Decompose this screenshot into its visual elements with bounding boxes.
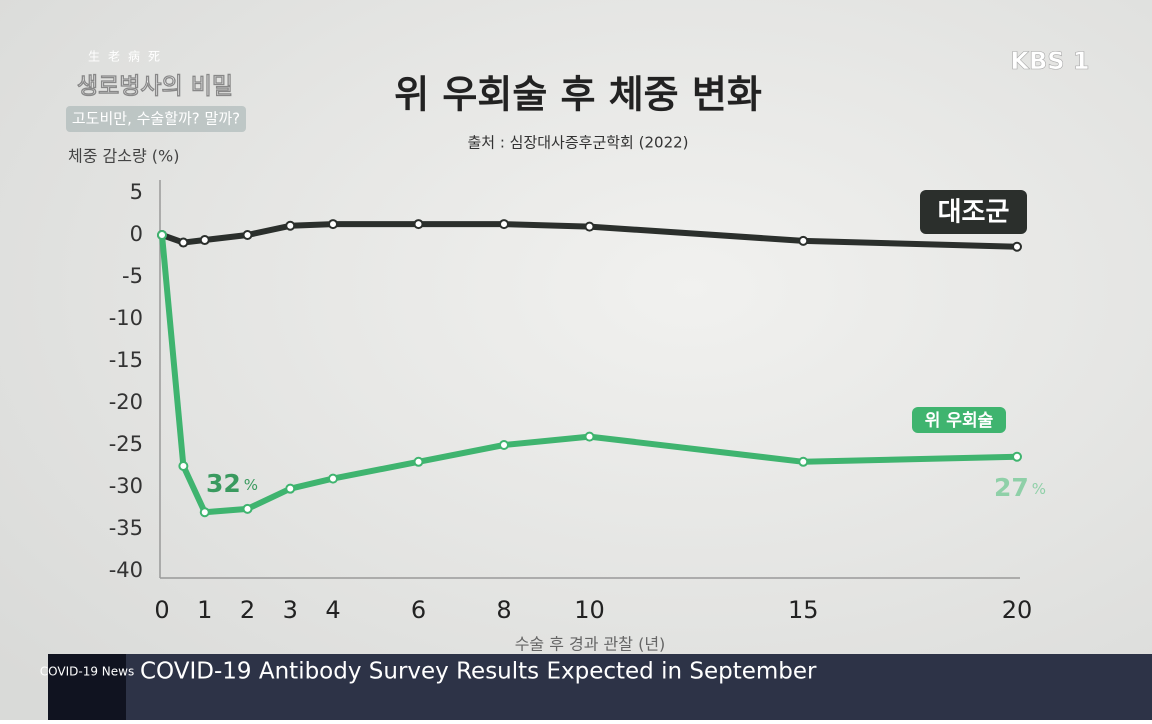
x-tick-label: 1 (197, 596, 212, 624)
annotation: 27% (994, 473, 1046, 502)
chart-subtitle: 출처 : 심장대사증후군학회 (2022) (467, 134, 688, 152)
annotation-value: 27 (994, 473, 1029, 502)
x-tick-label: 2 (240, 596, 255, 624)
marker (328, 473, 338, 484)
marker (242, 230, 253, 240)
marker (178, 461, 189, 471)
marker (328, 219, 338, 230)
marker (499, 440, 509, 450)
x-tick-label: 6 (411, 596, 426, 624)
ticker-headline: COVID-19 Antibody Survey Results Expecte… (140, 659, 817, 685)
x-tick-label: 3 (283, 596, 298, 624)
y-tick-label: -20 (109, 390, 143, 414)
marker (584, 221, 595, 232)
logo: KBS 1 (1010, 47, 1089, 75)
y-tick-label: -25 (109, 432, 143, 456)
legend-box (920, 190, 1027, 234)
ticker-tag-box (48, 654, 126, 720)
marker (199, 235, 210, 246)
marker (285, 220, 296, 231)
ticker-bar (48, 654, 1152, 720)
x-tick-label: 0 (154, 596, 169, 624)
y-tick-label: -40 (109, 558, 143, 582)
episode: 고도비만, 수술할까? 말까? (72, 110, 240, 128)
marker (413, 219, 424, 230)
x-tick-label: 15 (788, 596, 819, 624)
marker (499, 219, 509, 230)
x-tick-label: 4 (325, 596, 340, 624)
annotation-unit: % (244, 476, 258, 494)
marker (242, 503, 253, 514)
marker (413, 456, 424, 467)
y-tick-label: -15 (109, 348, 143, 372)
legend-label: 위 우회술 (925, 411, 994, 431)
y-tick-label: -30 (109, 474, 143, 498)
marker (178, 237, 189, 248)
marker (798, 235, 809, 246)
ticker-tag: COVID-19 News (40, 665, 134, 679)
y-axis-label: 체중 감소량 (%) (68, 147, 179, 166)
marker (584, 431, 595, 442)
marker (798, 456, 809, 467)
marker (285, 483, 296, 494)
y-tick-label: 5 (130, 180, 143, 204)
x-tick-label: 10 (574, 596, 605, 624)
chart-title: 위 우회술 후 체중 변화 (394, 73, 762, 117)
annotation-unit: % (1032, 480, 1046, 498)
x-tick-label: 8 (496, 596, 511, 624)
y-tick-label: -10 (109, 306, 143, 330)
marker (1012, 451, 1022, 462)
annotation-value: 32 (206, 469, 241, 498)
program-name: 생로병사의 비밀 (77, 74, 233, 100)
marker (157, 230, 167, 240)
x-tick-label: 20 (1002, 596, 1033, 624)
y-tick-label: -35 (109, 516, 143, 540)
legend-box (912, 407, 1006, 433)
annotation: 32% (206, 469, 258, 498)
marker (1012, 241, 1022, 252)
episode-box (66, 106, 246, 132)
y-tick-label: -5 (122, 264, 143, 288)
legend-label: 대조군 (938, 198, 1010, 228)
marker (199, 507, 210, 518)
x-axis-label: 수술 후 경과 관찰 (년) (515, 635, 666, 654)
plot: 50-5-10-15-20-25-30-35-400 1 2 3 4 6 8 10 15 20대조… (109, 180, 1046, 624)
y-tick-label: 0 (130, 222, 143, 246)
program-hanja: 生老病死 (88, 49, 168, 64)
